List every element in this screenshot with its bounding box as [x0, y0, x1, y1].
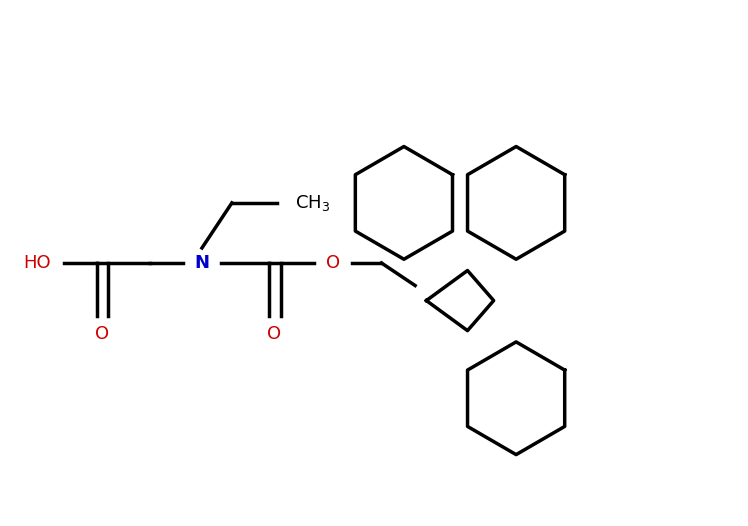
- Text: O: O: [326, 254, 340, 272]
- Text: N: N: [194, 254, 209, 272]
- Text: O: O: [268, 326, 281, 343]
- Text: O: O: [96, 326, 109, 343]
- Text: HO: HO: [24, 254, 51, 272]
- Text: CH$_3$: CH$_3$: [295, 193, 331, 213]
